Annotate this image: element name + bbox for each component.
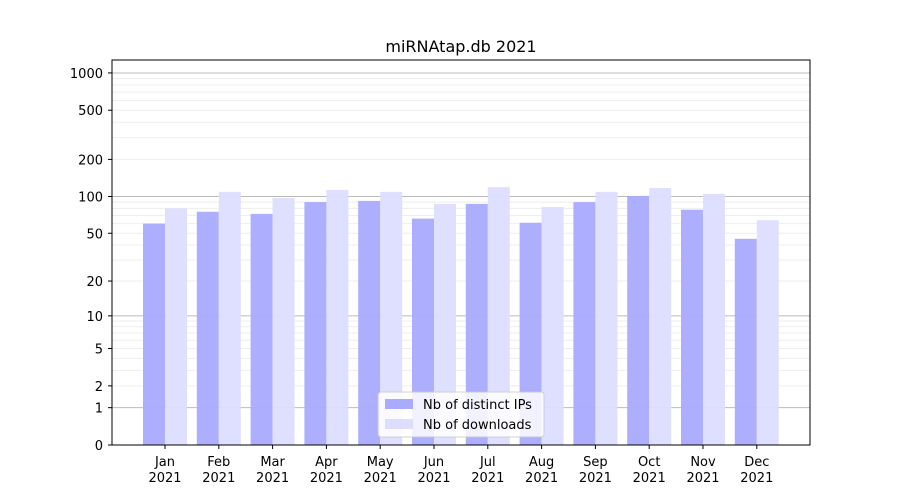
- y-tick-label: 200: [78, 153, 103, 168]
- bar-downloads: [703, 193, 725, 445]
- x-tick-label: Apr 2021: [310, 455, 343, 486]
- bar-downloads: [218, 191, 241, 445]
- bar-downloads: [326, 189, 349, 445]
- x-tick-label-line: Mar: [260, 455, 285, 470]
- bar-downloads: [272, 198, 295, 445]
- x-tick-label-line: Dec: [744, 455, 769, 470]
- x-tick-label: Sep 2021: [579, 455, 612, 486]
- y-tick-label: 500: [78, 104, 103, 119]
- legend-box: [377, 391, 545, 438]
- x-tick-label-line: Nov: [690, 455, 716, 470]
- x-tick-label-line: 2021: [525, 471, 558, 486]
- x-tick-label-line: 2021: [633, 471, 666, 486]
- x-tick-label: Nov 2021: [686, 455, 719, 486]
- x-tick-label-line: Sep: [583, 455, 608, 470]
- x-tick-label-line: Oct: [638, 455, 660, 470]
- y-tick-label: 1: [95, 402, 103, 417]
- x-tick-label-line: Apr: [315, 455, 338, 470]
- bar-downloads: [756, 220, 779, 445]
- y-tick-label: 100: [78, 190, 103, 205]
- bar-distinct-ips: [519, 222, 542, 445]
- bar-distinct-ips: [304, 202, 327, 445]
- x-tick-label-line: Feb: [207, 455, 230, 470]
- legend-swatch: [385, 399, 413, 409]
- bar-downloads: [487, 187, 510, 445]
- bar-distinct-ips: [143, 223, 165, 445]
- bar-downloads: [165, 208, 187, 445]
- x-tick-label-line: 2021: [148, 471, 181, 486]
- x-tick-label-line: 2021: [310, 471, 343, 486]
- bar-distinct-ips: [196, 211, 219, 445]
- y-tick-label: 20: [86, 275, 103, 290]
- x-tick-label-line: Jun: [423, 455, 444, 470]
- x-tick-label: May 2021: [364, 455, 397, 486]
- bar-distinct-ips: [627, 195, 650, 445]
- x-tick-label-line: 2021: [202, 471, 235, 486]
- x-tick-label: Dec 2021: [740, 455, 773, 486]
- x-tick-label-line: 2021: [686, 471, 719, 486]
- plot-frame: [111, 59, 811, 446]
- x-tick-label-line: Jul: [479, 455, 496, 470]
- legend-label: Nb of distinct IPs: [423, 398, 532, 413]
- legend-label: Nb of downloads: [423, 418, 532, 433]
- x-tick-label-line: May: [367, 455, 394, 470]
- bar-downloads: [380, 191, 403, 445]
- bar-downloads: [541, 207, 564, 445]
- x-tick-label: Jan 2021: [148, 455, 181, 486]
- x-tick-label: Jun 2021: [417, 455, 450, 486]
- x-tick-label: Jul 2021: [471, 455, 504, 486]
- y-tick-label: 50: [86, 227, 103, 242]
- x-tick-label-line: 2021: [579, 471, 612, 486]
- x-tick-label: Aug 2021: [525, 455, 558, 486]
- y-tick-label: 10: [86, 310, 103, 325]
- legend: Nb of distinct IPs Nb of downloads: [377, 391, 545, 438]
- bar-distinct-ips: [573, 202, 596, 445]
- y-tick-label: 0: [95, 439, 103, 454]
- legend-swatch: [385, 419, 413, 429]
- bar-distinct-ips: [681, 209, 703, 445]
- x-tick-label-line: Jan: [154, 455, 175, 470]
- x-tick-label: Feb 2021: [202, 455, 235, 486]
- bar-distinct-ips: [412, 218, 434, 445]
- x-tick-label-line: 2021: [471, 471, 504, 486]
- x-tick-label-line: 2021: [256, 471, 289, 486]
- bar-distinct-ips: [250, 213, 273, 445]
- x-tick-label-line: Aug: [529, 455, 554, 470]
- x-tick-label: Mar 2021: [256, 455, 289, 486]
- bar-distinct-ips: [358, 200, 381, 445]
- y-tick-label: 1000: [70, 67, 103, 82]
- x-tick-label: Oct 2021: [633, 455, 666, 486]
- y-tick-label: 5: [95, 343, 103, 358]
- bar-distinct-ips: [465, 203, 488, 445]
- chart-title: miRNAtap.db 2021: [385, 37, 536, 56]
- x-tick-label-line: 2021: [740, 471, 773, 486]
- y-tick-label: 2: [95, 380, 103, 395]
- bar-downloads: [595, 191, 618, 445]
- bar-distinct-ips: [734, 238, 757, 445]
- x-tick-label-line: 2021: [417, 471, 450, 486]
- x-tick-label-line: 2021: [364, 471, 397, 486]
- bar-downloads: [434, 203, 456, 445]
- bar-downloads: [649, 188, 672, 446]
